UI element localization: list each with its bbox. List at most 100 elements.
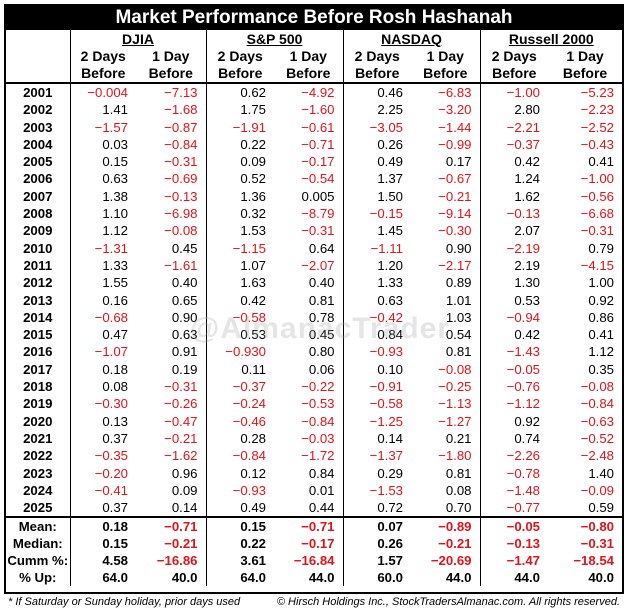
- table-cell: 44.0: [514, 570, 541, 586]
- table-cell: 0.005: [274, 187, 344, 206]
- table-cell: −1.62: [136, 447, 207, 465]
- table-cell: 0.45: [274, 326, 344, 344]
- group-header-nasdaq: NASDAQ: [343, 30, 481, 48]
- table-cell: −0.56: [580, 188, 615, 204]
- table-cell: −20.69: [411, 552, 481, 570]
- group-header-sp500: S&P 500: [206, 30, 344, 48]
- table-cell: −0.21: [136, 429, 207, 448]
- table-cell: 1.63: [240, 275, 266, 291]
- table-cell: −0.84: [580, 396, 615, 412]
- table-cell: −1.13: [411, 395, 481, 413]
- table-cell: −0.47: [136, 412, 207, 430]
- table-cell: −0.20: [94, 465, 128, 481]
- table-cell: −4.15: [580, 257, 615, 273]
- table-cell: −0.004: [87, 85, 128, 100]
- table-row: 2022 −0.35 −1.62 −0.84 −1.72 −1.37 −1.80 −2.26 −…: [6, 447, 622, 465]
- table-cell: 1.75: [240, 102, 266, 118]
- table-cell: 0.15: [206, 516, 274, 536]
- table-cell: 0.86: [588, 309, 615, 325]
- table-cell: −1.47: [506, 553, 541, 569]
- table-cell: 0.90: [411, 239, 481, 257]
- table-cell: −0.05: [480, 516, 549, 536]
- table-cell: −0.17: [274, 153, 344, 171]
- table-cell: 2.80: [514, 102, 541, 118]
- table-row: 2017 0.18 0.19 0.11 0.06 0.10 −0.08 −0.05 0.35: [6, 360, 622, 379]
- table-cell: 0.32: [240, 206, 266, 222]
- table-cell: 0.90: [136, 308, 207, 327]
- table-cell: 0.92: [588, 292, 615, 308]
- table-row: 2023 −0.20 0.96 0.12 0.84 0.29 0.81 −0.78 1.40: [6, 464, 622, 482]
- table-cell: −1.48: [506, 482, 541, 498]
- table-cell: −0.30: [94, 396, 128, 412]
- table-cell: −0.58: [232, 309, 266, 325]
- table-row: 2014 −0.68 0.90 −0.58 0.78 −0.42 1.03 −0.94 0.86: [6, 308, 622, 327]
- summary-row: Cumm %: 4.58 −16.86 3.61 −16.84 1.57 −20.69 −1.…: [6, 552, 622, 570]
- table-cell: 0.22: [240, 136, 266, 152]
- table-cell: 0.49: [377, 154, 403, 170]
- table-cell: −9.14: [411, 205, 481, 223]
- subheader: Before: [206, 65, 274, 84]
- table-cell: −1.43: [506, 344, 541, 360]
- table-row: 2019 −0.30 −0.26 −0.24 −0.53 −0.58 −1.13 −1.12 −…: [6, 395, 622, 413]
- table-cell: −0.17: [274, 535, 344, 553]
- summary-row: % Up: 64.0 40.0 64.0 44.0 60.0 44.0 44.0 40.0: [6, 569, 622, 587]
- year-label: 2009: [6, 222, 71, 240]
- table-cell: −1.07: [94, 344, 128, 360]
- subheader: Before: [480, 65, 549, 84]
- table-cell: −0.78: [506, 465, 541, 481]
- year-label: 2022: [6, 447, 71, 465]
- table-row: 2024 −0.41 0.09 −0.93 0.01 −1.53 0.08 −1.48 −0.0…: [6, 481, 622, 500]
- table-cell: 44.0: [411, 569, 481, 587]
- table-cell: 0.79: [588, 240, 615, 256]
- table-cell: −2.21: [506, 119, 541, 135]
- table-cell: 1.00: [588, 275, 615, 291]
- table-cell: −0.25: [411, 378, 481, 396]
- table-cell: −3.05: [369, 119, 403, 135]
- table-cell: −6.68: [580, 206, 615, 222]
- table-row: 2009 1.12 −0.08 1.53 −0.31 1.45 −0.30 2.07 −0.31: [6, 222, 622, 240]
- table-cell: 1.45: [377, 223, 403, 239]
- table-cell: 0.09: [240, 154, 266, 170]
- table-cell: −6.98: [136, 205, 207, 223]
- table-cell: −1.53: [369, 482, 403, 498]
- table-cell: 1.33: [102, 257, 128, 273]
- table-cell: 0.37: [102, 430, 128, 446]
- table-cell: 0.14: [377, 430, 403, 446]
- table-row: 2012 1.55 0.40 1.63 0.40 1.33 0.89 1.30 1.00: [6, 274, 622, 292]
- table-cell: 0.06: [274, 360, 344, 379]
- year-label: 2001: [6, 83, 71, 102]
- table-cell: 0.18: [102, 361, 128, 377]
- footer: * If Saturday or Sunday holiday, prior d…: [4, 594, 624, 610]
- table-cell: 0.40: [274, 274, 344, 292]
- year-label: 2020: [6, 412, 71, 430]
- table-cell: −2.07: [274, 256, 344, 275]
- table-cell: −0.67: [411, 170, 481, 188]
- table-cell: −0.31: [136, 153, 207, 171]
- table-cell: −0.93: [369, 344, 403, 360]
- table-row: 2010 −1.31 0.45 −1.15 0.64 −1.11 0.90 −2.19 0.79: [6, 239, 622, 257]
- table-cell: 0.81: [274, 291, 344, 309]
- subheader: 2 Days: [217, 48, 263, 64]
- table-cell: 1.33: [377, 275, 403, 291]
- table-row: 2021 0.37 −0.21 0.28 −0.03 0.14 0.21 0.74 −0.52: [6, 429, 622, 448]
- table-cell: 64.0: [102, 570, 128, 586]
- table-cell: −1.11: [370, 240, 403, 256]
- table-cell: 1.37: [377, 171, 403, 187]
- table-cell: −18.54: [573, 553, 615, 569]
- table-cell: 0.81: [411, 464, 481, 482]
- subheader: 2 Days: [491, 48, 537, 64]
- year-label: 2016: [6, 343, 71, 361]
- table-cell: 0.35: [588, 361, 615, 377]
- table-cell: 0.28: [240, 430, 266, 446]
- table-cell: −0.08: [136, 222, 207, 240]
- table-cell: −0.15: [369, 206, 403, 222]
- table-cell: 0.15: [102, 536, 128, 552]
- table-cell: 0.01: [274, 481, 344, 500]
- table-cell: −1.25: [369, 413, 403, 429]
- year-label: 2011: [6, 256, 71, 275]
- table-cell: −0.71: [274, 516, 344, 536]
- year-label: 2014: [6, 308, 71, 327]
- table-cell: −0.52: [580, 430, 615, 446]
- subheader: Before: [548, 65, 623, 84]
- table-cell: 0.81: [411, 343, 481, 361]
